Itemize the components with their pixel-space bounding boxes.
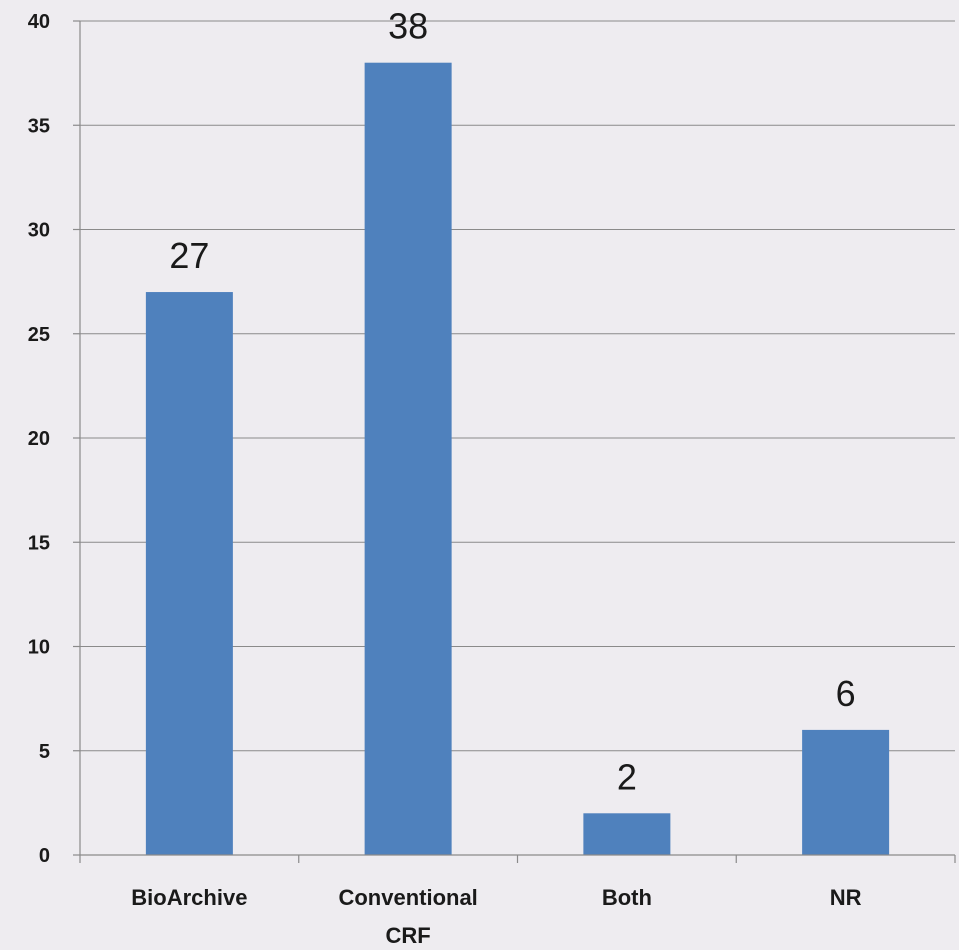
bar-3: [802, 729, 890, 855]
x-tick-label-0: BioArchive: [131, 885, 247, 910]
y-tick-label: 20: [28, 428, 50, 450]
bar-1: [364, 62, 452, 855]
x-tick-label-1-line-0: Conventional: [338, 885, 477, 910]
bar-0: [145, 292, 233, 855]
data-label-2: 2: [617, 756, 637, 797]
y-tick-label: 0: [39, 845, 50, 867]
data-label-3: 6: [836, 673, 856, 714]
bars: [145, 62, 890, 855]
x-tick-label-3: NR: [830, 885, 862, 910]
y-tick-label: 35: [28, 115, 50, 137]
y-tick-label: 10: [28, 637, 50, 659]
x-tick-label-2: Both: [602, 885, 652, 910]
y-tick-label: 15: [28, 532, 50, 554]
data-label-0: 27: [169, 235, 209, 276]
x-tick-label-1-line-1: CRF: [386, 923, 431, 948]
y-tick-label: 25: [28, 324, 50, 346]
y-tick-label: 30: [28, 220, 50, 242]
axes: [73, 20, 956, 863]
y-tick-label: 5: [39, 741, 50, 763]
y-tick-label: 40: [28, 11, 50, 33]
bar-2: [583, 813, 671, 855]
data-label-1: 38: [388, 6, 428, 47]
labels: 0 5 10 15 20 25 30 35 40 27 BioArchive 38 Convention…: [28, 6, 862, 948]
